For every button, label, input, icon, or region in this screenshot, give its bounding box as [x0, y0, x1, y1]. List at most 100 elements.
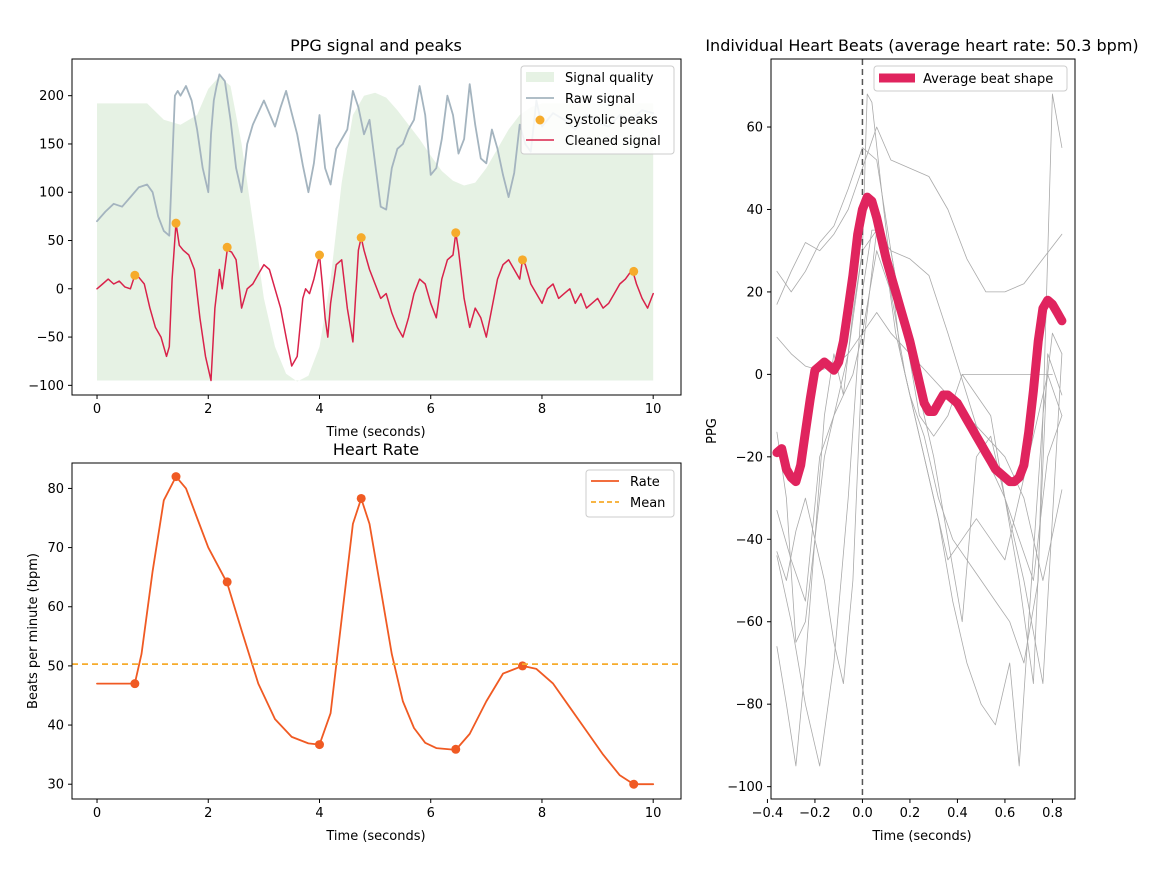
ppg-title: PPG signal and peaks — [290, 36, 462, 55]
ppg-x-tick-label: 10 — [645, 402, 662, 417]
ppg-x-tick-label: 8 — [538, 402, 546, 417]
heart-beats-y-tick-label: −20 — [736, 450, 763, 465]
ppg-x-label: Time (seconds) — [325, 425, 425, 440]
legend-label-signal-quality: Signal quality — [565, 71, 654, 86]
heart-beats-beat-1-line — [776, 126, 1063, 305]
heart-beats-y-tick-label: −60 — [736, 615, 763, 630]
ppg-plot-area: 0 2 4 6 8 10 −100 −50 0 50 100 150 200 — [28, 58, 682, 417]
heart-beats-y-tick-label: −40 — [736, 533, 763, 548]
heart-rate-rate-markers-point — [629, 779, 639, 789]
legend-swatch-systolic-peaks — [535, 115, 545, 125]
heart-beats-x-label: Time (seconds) — [871, 829, 971, 844]
ppg-raw-signal-line — [96, 73, 655, 237]
heart-beats-x-tick-label: 0.4 — [947, 806, 968, 821]
heart-beats-x-tick-label: 0.6 — [995, 806, 1016, 821]
heart-rate-legend: Rate Mean — [585, 469, 675, 518]
heart-rate-axes-frame — [71, 462, 682, 800]
ppg-x-tick-label: 6 — [427, 402, 435, 417]
heart-rate-y-tick-label: 50 — [47, 659, 64, 674]
heart-rate-rate-markers-point — [517, 661, 527, 671]
heart-rate-rate-markers-point — [356, 493, 366, 503]
heart-beats-plot-area: −0.4 −0.2 0.0 0.2 0.4 0.6 0.8 −100 −80 −60 −40 −20 0… — [727, 58, 1076, 821]
ppg-y-tick-label: −50 — [37, 331, 64, 346]
ppg-axes-frame — [71, 58, 682, 396]
ppg-y-tick-label: 200 — [39, 89, 64, 104]
heart-rate-x-label: Time (seconds) — [325, 829, 425, 844]
legend-swatch-signal-quality — [526, 72, 554, 82]
heart-beats-title: Individual Heart Beats (average heart ra… — [705, 36, 1138, 55]
ppg-systolic-peaks-point — [171, 218, 181, 228]
heart-rate-rate-markers-point — [130, 679, 140, 689]
heart-rate-x-tick-label: 8 — [538, 806, 546, 821]
heart-beats-x-tick-label: 0.0 — [852, 806, 873, 821]
ppg-systolic-peaks-point — [222, 242, 232, 252]
ppg-panel: PPG signal and peaks 0 2 4 6 8 10 −100 −50 0 50 10… — [28, 36, 682, 440]
legend-label-raw-signal: Raw signal — [565, 92, 635, 107]
heart-rate-panel: Heart Rate 0 2 4 6 8 10 30 40 50 60 70 80 Time (sec… — [26, 440, 682, 844]
ppg-systolic-peaks-point — [130, 270, 140, 280]
heart-rate-plot-area: 0 2 4 6 8 10 30 40 50 60 70 80 — [47, 462, 682, 821]
ppg-systolic-peaks-point — [314, 250, 324, 260]
heart-beats-x-tick-label: −0.4 — [752, 806, 784, 821]
heart-beats-y-tick-label: 20 — [746, 285, 763, 300]
legend-label-rate: Rate — [630, 475, 660, 490]
legend-label-cleaned-signal: Cleaned signal — [565, 134, 661, 149]
heart-rate-x-tick-label: 2 — [204, 806, 212, 821]
heart-beats-beat-6-line — [776, 250, 1063, 767]
ppg-y-tick-label: 100 — [39, 186, 64, 201]
heart-rate-x-tick-label: 6 — [427, 806, 435, 821]
heart-rate-x-tick-label: 10 — [645, 806, 662, 821]
heart-rate-rate-markers-point — [222, 577, 232, 587]
heart-beats-y-tick-label: 0 — [755, 368, 763, 383]
ppg-legend-frame — [520, 65, 675, 155]
heart-beats-average-beat-shape-line — [772, 192, 1067, 487]
heart-beats-x-tick-label: −0.2 — [799, 806, 831, 821]
heart-rate-rate-markers-point — [314, 740, 324, 750]
heart-beats-panel: Individual Heart Beats (average heart ra… — [705, 36, 1139, 844]
ppg-systolic-peaks-point — [451, 228, 461, 238]
heart-beats-legend: Average beat shape — [873, 65, 1068, 92]
ppg-x-tick-label: 2 — [204, 402, 212, 417]
ppg-signal-quality-area — [97, 76, 654, 382]
heart-rate-y-label: Beats per minute (bpm) — [26, 553, 41, 709]
ppg-y-tick-label: 50 — [47, 234, 64, 249]
heart-beats-y-tick-label: −80 — [736, 698, 763, 713]
heart-beats-y-tick-label: −100 — [727, 780, 763, 795]
legend-label-average-beat: Average beat shape — [923, 72, 1053, 87]
heart-rate-y-tick-label: 80 — [47, 482, 64, 497]
ppg-y-tick-label: −100 — [28, 379, 64, 394]
heart-beats-y-tick-label: 40 — [746, 203, 763, 218]
heart-beats-y-tick-label: 60 — [746, 121, 763, 136]
heart-beats-x-tick-label: 0.8 — [1042, 806, 1063, 821]
heart-beats-content — [772, 59, 1067, 799]
heart-rate-x-tick-label: 0 — [93, 806, 101, 821]
heart-rate-content — [72, 472, 681, 789]
heart-rate-y-tick-label: 40 — [47, 719, 64, 734]
ppg-x-tick-label: 4 — [315, 402, 323, 417]
ppg-y-tick-label: 0 — [56, 282, 64, 297]
heart-beats-legend-frame — [873, 65, 1068, 92]
ppg-systolic-peaks-point — [356, 233, 366, 243]
heart-beats-axes-frame — [770, 58, 1076, 800]
heart-beats-y-label: PPG — [705, 418, 720, 444]
ppg-systolic-peaks-point — [517, 255, 527, 265]
heart-rate-x-tick-label: 4 — [315, 806, 323, 821]
legend-label-mean: Mean — [630, 496, 665, 511]
ppg-cleaned-signal-line — [96, 222, 654, 382]
heart-rate-y-tick-label: 30 — [47, 778, 64, 793]
heart-rate-rate-markers-point — [451, 744, 461, 754]
legend-label-systolic-peaks: Systolic peaks — [565, 113, 658, 128]
heart-beats-x-tick-label: 0.2 — [900, 806, 921, 821]
heart-rate-rate-line — [96, 475, 655, 786]
heart-beats-beat-2-line — [776, 147, 1063, 684]
heart-rate-rate-markers-point — [171, 472, 181, 482]
heart-rate-title: Heart Rate — [333, 440, 419, 459]
ppg-x-tick-label: 0 — [93, 402, 101, 417]
ppg-legend: Signal quality Raw signal Systolic peaks… — [520, 65, 675, 155]
ppg-content — [96, 73, 655, 382]
ppg-systolic-peaks-point — [629, 266, 639, 276]
heart-rate-y-tick-label: 60 — [47, 600, 64, 615]
ppg-y-tick-label: 150 — [39, 137, 64, 152]
heart-rate-y-tick-label: 70 — [47, 541, 64, 556]
